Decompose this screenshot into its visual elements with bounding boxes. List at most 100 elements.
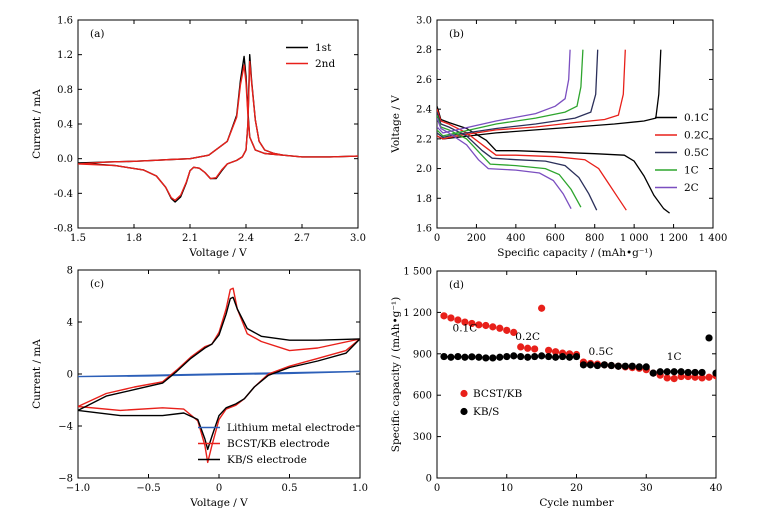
- series-line-charge-2c: [437, 49, 571, 134]
- legend-marker: [460, 407, 468, 416]
- data-point-bcst-kb: [545, 346, 553, 354]
- data-point-bcst-kb: [440, 312, 448, 320]
- rate-annotation: 0.5C: [589, 346, 614, 358]
- legend-label: KB/S electrode: [227, 454, 307, 466]
- legend: Lithium metal electrode BCST/KB electrode…: [198, 422, 355, 466]
- data-point-kb-s: [558, 352, 567, 361]
- y-tick-label: 0: [426, 474, 432, 485]
- series-line-discharge-2c: [437, 117, 572, 210]
- panel-label: (b): [449, 28, 464, 40]
- y-axis-label: Current / mA: [31, 89, 43, 159]
- legend-label: 0.5C: [684, 147, 709, 159]
- data-point-bcst-kb: [461, 318, 469, 326]
- chart-panel-c: −1.0 −0.5 0 0.5 1.0 −8 −4 0 4 8 Voltage / V Current…: [31, 266, 368, 510]
- data-point-bcst-kb: [698, 374, 706, 382]
- data-point-bcst-kb: [538, 304, 546, 312]
- plot-area: [437, 49, 670, 214]
- x-tick-label: 800: [585, 233, 604, 244]
- x-tick-label: 600: [546, 233, 565, 244]
- series-line-2nd: [78, 60, 358, 201]
- data-point-kb-s: [482, 354, 490, 362]
- data-point-bcst-kb: [454, 316, 462, 324]
- y-tick-label: 2.2: [416, 134, 432, 145]
- data-point-kb-s: [468, 353, 476, 361]
- data-point-kb-s: [454, 352, 462, 361]
- x-tick-label: 1.0: [352, 483, 368, 494]
- x-tick-label: 1.5: [70, 233, 86, 244]
- legend-label: KB/S: [473, 406, 499, 418]
- data-point-kb-s: [579, 361, 588, 369]
- data-point-kb-s: [600, 361, 609, 369]
- series-line-discharge-0-2c: [437, 108, 627, 211]
- rate-annotation: 0.1C: [453, 323, 478, 335]
- data-point-kb-s: [642, 363, 650, 371]
- y-tick-label: 0.4: [57, 120, 73, 131]
- data-point-kb-s: [503, 352, 511, 361]
- data-point-bcst-kb: [531, 345, 539, 353]
- data-point-kb-s: [607, 361, 615, 370]
- y-tick-label: 1.8: [416, 194, 432, 205]
- data-point-kb-s: [447, 353, 455, 361]
- data-point-kb-s: [705, 334, 713, 342]
- data-point-kb-s: [461, 353, 469, 361]
- data-point-bcst-kb: [551, 348, 560, 356]
- data-point-kb-s: [677, 368, 685, 376]
- data-point-kb-s: [545, 352, 553, 361]
- series-line-discharge-0-1c: [437, 106, 670, 214]
- data-point-bcst-kb: [705, 373, 713, 381]
- series-line-kb-s-electrode: [78, 296, 360, 451]
- y-tick-label: 900: [413, 349, 432, 360]
- y-tick-label: 1.2: [57, 50, 73, 61]
- y-tick-label: -0.4: [54, 189, 73, 200]
- x-axis-label: Voltage / V: [189, 497, 248, 509]
- y-tick-label: 2.6: [416, 75, 432, 86]
- x-tick-label: 1 000: [620, 233, 649, 244]
- y-tick-label: 300: [413, 432, 432, 443]
- x-tick-label: 1 200: [659, 233, 688, 244]
- x-axis-label: Cycle number: [539, 497, 614, 509]
- x-tick-label: 400: [506, 233, 525, 244]
- x-tick-label: 30: [640, 483, 653, 494]
- data-point-kb-s: [496, 353, 504, 361]
- x-tick-label: −0.5: [136, 483, 160, 494]
- legend-marker: [460, 389, 468, 398]
- series-line-charge-0-1c: [437, 49, 662, 140]
- x-tick-label: −1.0: [66, 483, 90, 494]
- y-tick-label: 0.0: [57, 154, 73, 165]
- chart-panel-d: 0 10 20 30 40 0 300 600 900 1 200 1 500 Cycle numbe…: [390, 267, 722, 510]
- legend-label: 2C: [684, 182, 699, 194]
- legend-label: BCST/KB electrode: [227, 438, 330, 450]
- legend: 0.1C 0.2C 0.5C 1C 2C: [655, 112, 709, 194]
- x-tick-label: 0: [434, 483, 440, 494]
- data-point-kb-s: [656, 368, 664, 376]
- data-point-kb-s: [538, 352, 546, 360]
- y-tick-label: 1 500: [403, 267, 432, 278]
- legend-label: BCST/KB: [473, 388, 523, 400]
- series-line-discharge-1c: [437, 114, 582, 208]
- rate-annotation: 0.2C: [515, 331, 540, 343]
- x-tick-label: 0: [434, 233, 440, 244]
- series-line-charge-1c: [437, 49, 584, 137]
- plot-frame: [436, 19, 714, 229]
- data-point-kb-s: [663, 368, 671, 376]
- data-point-kb-s: [614, 362, 622, 370]
- x-tick-label: 20: [570, 483, 583, 494]
- y-tick-label: -0.8: [54, 224, 73, 235]
- panel-label: (d): [449, 279, 464, 291]
- legend-label: Lithium metal electrode: [227, 422, 355, 434]
- y-tick-label: 1 200: [403, 308, 432, 319]
- data-point-kb-s: [698, 368, 706, 377]
- data-point-bcst-kb: [482, 321, 490, 330]
- data-point-bcst-kb: [670, 375, 678, 383]
- data-point-bcst-kb: [475, 321, 483, 329]
- x-tick-label: 1.8: [126, 233, 142, 244]
- data-point-kb-s: [531, 352, 539, 361]
- data-point-kb-s: [649, 369, 657, 377]
- series-line-charge-0-5c: [437, 49, 599, 139]
- data-point-kb-s: [524, 353, 532, 361]
- series-line-bcst-kb-electrode: [78, 287, 360, 464]
- panel-label: (c): [90, 278, 104, 290]
- data-point-kb-s: [517, 352, 525, 361]
- data-point-kb-s: [628, 362, 636, 370]
